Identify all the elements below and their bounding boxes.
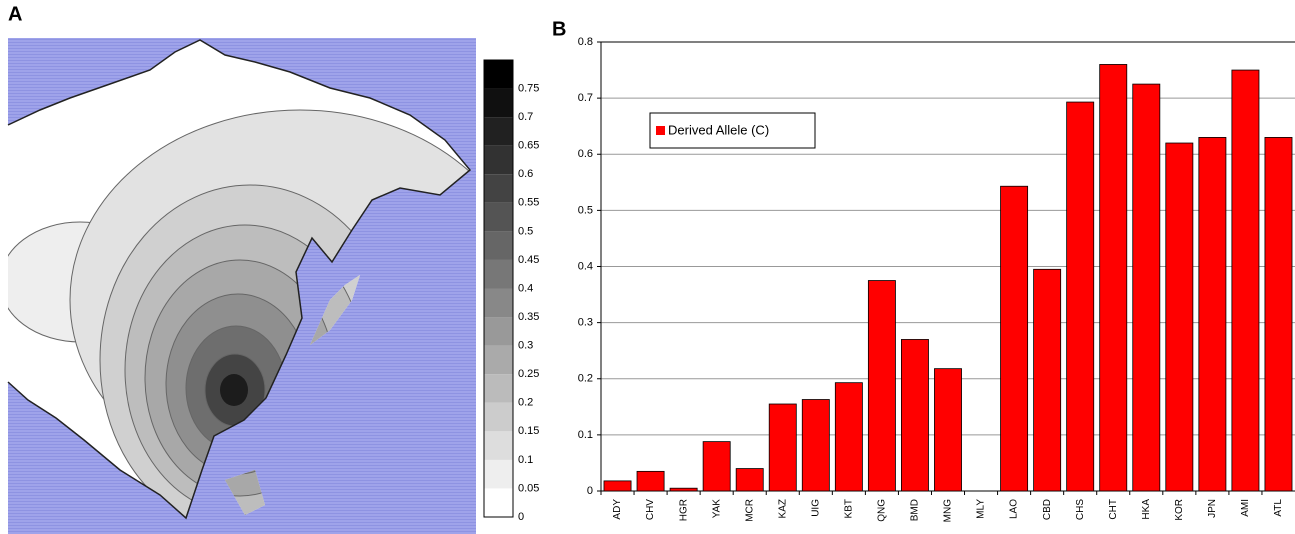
y-tick-label: 0 bbox=[587, 485, 593, 497]
bar bbox=[669, 487, 698, 492]
colorbar-tick-label: 0.25 bbox=[518, 368, 539, 380]
colorbar-tick-label: 0.4 bbox=[518, 282, 533, 294]
legend-label: Derived Allele (C) bbox=[668, 122, 769, 137]
color-band bbox=[484, 288, 513, 318]
legend-swatch bbox=[656, 126, 665, 135]
colorbar-tick-label: 0.35 bbox=[518, 311, 539, 323]
bar bbox=[1231, 69, 1260, 492]
colorbar-tick-label: 0.1 bbox=[518, 454, 533, 466]
y-tick-label: 0.1 bbox=[578, 429, 593, 441]
color-band bbox=[484, 402, 513, 432]
colorbar-tick-label: 0.6 bbox=[518, 168, 533, 180]
bar bbox=[1198, 137, 1227, 492]
colorbar-tick-label: 0.75 bbox=[518, 82, 539, 94]
bar bbox=[801, 399, 830, 492]
color-band bbox=[484, 345, 513, 375]
bar bbox=[1066, 101, 1095, 492]
x-tick-label: ADY bbox=[612, 499, 623, 520]
x-tick-label: CBD bbox=[1042, 499, 1053, 520]
x-tick-label: CHV bbox=[645, 499, 656, 520]
colorbar-tick-label: 0 bbox=[518, 511, 524, 523]
legend-box bbox=[649, 112, 816, 149]
color-band bbox=[484, 174, 513, 203]
x-tick-label: MCR bbox=[744, 499, 755, 522]
color-band bbox=[484, 317, 513, 346]
x-tick-label: HGR bbox=[678, 499, 689, 521]
y-tick-label: 0.3 bbox=[578, 317, 593, 329]
bar bbox=[1099, 64, 1128, 492]
colorbar-tick-label: 0.15 bbox=[518, 425, 539, 437]
y-tick-label: 0.4 bbox=[578, 260, 593, 272]
bar bbox=[934, 368, 962, 492]
color-band bbox=[484, 259, 513, 289]
x-tick-label: MLY bbox=[976, 499, 987, 519]
bar bbox=[702, 441, 731, 492]
color-band bbox=[484, 145, 513, 175]
color-band bbox=[484, 431, 513, 460]
y-tick-label: 0.8 bbox=[578, 36, 593, 48]
x-tick-label: JPN bbox=[1207, 499, 1218, 518]
panel-label: B bbox=[552, 18, 566, 40]
x-tick-label: QNG bbox=[877, 499, 888, 522]
bar-chart: 0 0.1 0.2 0.3 0.4 0.5 0.6 0.7 0.8 ADY CHV HGR YAK MCR… bbox=[578, 36, 1295, 522]
x-tick-label: ATL bbox=[1273, 499, 1284, 517]
bar bbox=[867, 280, 896, 492]
color-band bbox=[484, 488, 513, 517]
colorbar-tick-label: 0.3 bbox=[518, 340, 533, 352]
colorbar-tick-label: 0.5 bbox=[518, 225, 533, 237]
map bbox=[7, 38, 476, 534]
colorbar: 0 0.05 0.1 0.15 0.2 0.25 0.3 0.35 0.4 0.45 0.5 0.55… bbox=[483, 59, 539, 523]
bar bbox=[1132, 83, 1161, 492]
x-tick-label: CHS bbox=[1075, 499, 1086, 520]
colorbar-tick-label: 0.7 bbox=[518, 111, 533, 123]
y-tick-label: 0.7 bbox=[578, 92, 593, 104]
bar bbox=[1165, 142, 1194, 492]
color-band bbox=[484, 88, 513, 118]
x-tick-label: YAK bbox=[711, 499, 722, 519]
x-tick-label: MNG bbox=[943, 499, 954, 523]
colorbar-tick-label: 0.55 bbox=[518, 197, 539, 209]
bar bbox=[901, 339, 929, 492]
x-tick-label: BMD bbox=[910, 499, 921, 521]
bar bbox=[768, 403, 797, 492]
color-band bbox=[484, 202, 513, 232]
color-band bbox=[484, 374, 513, 403]
color-band bbox=[484, 117, 513, 146]
bar bbox=[636, 470, 665, 492]
coastline bbox=[7, 39, 472, 520]
color-band bbox=[484, 60, 513, 89]
x-tick-label: AMI bbox=[1240, 499, 1251, 517]
color-band bbox=[484, 459, 513, 489]
x-tick-label: KOR bbox=[1174, 499, 1185, 521]
x-tick-label: CHT bbox=[1108, 499, 1119, 520]
color-band bbox=[484, 231, 513, 260]
x-tick-label: KBT bbox=[843, 499, 854, 518]
x-tick-label: LAO bbox=[1009, 499, 1020, 519]
colorbar-tick-label: 0.05 bbox=[518, 482, 539, 494]
panel-label: A bbox=[8, 3, 22, 25]
bar bbox=[834, 382, 863, 492]
y-tick-label: 0.2 bbox=[578, 373, 593, 385]
bar bbox=[735, 468, 764, 492]
x-tick-label: UIG bbox=[810, 499, 821, 517]
colorbar-tick-label: 0.45 bbox=[518, 254, 539, 266]
y-tick-label: 0.5 bbox=[578, 204, 593, 216]
bar bbox=[603, 480, 632, 492]
colorbar-frame bbox=[483, 59, 514, 518]
x-tick-label: HKA bbox=[1141, 499, 1152, 520]
bar bbox=[1033, 268, 1062, 492]
colorbar-tick-label: 0.65 bbox=[518, 140, 539, 152]
x-tick-label: KAZ bbox=[777, 499, 788, 518]
y-tick-label: 0.6 bbox=[578, 148, 593, 160]
bar bbox=[1264, 137, 1293, 492]
colorbar-tick-label: 0.2 bbox=[518, 397, 533, 409]
bar bbox=[1000, 185, 1029, 492]
